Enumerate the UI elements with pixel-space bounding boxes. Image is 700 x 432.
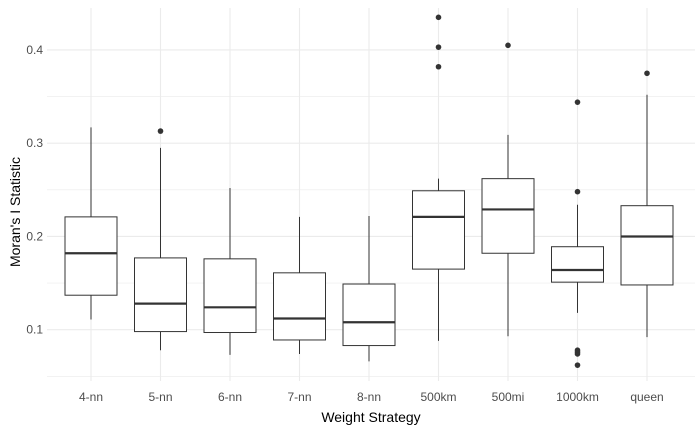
outlier-point xyxy=(574,99,581,105)
x-tick-label-5-nn: 5-nn xyxy=(148,390,172,404)
box-500mi xyxy=(481,42,535,337)
y-tick-label: 0.2 xyxy=(26,229,43,243)
x-tick-label-6-nn: 6-nn xyxy=(218,390,242,404)
box-body xyxy=(481,178,535,254)
x-tick-label-4-nn: 4-nn xyxy=(79,390,103,404)
box-queen xyxy=(620,70,674,338)
x-axis-title: Weight Strategy xyxy=(321,409,420,425)
box-5-nn xyxy=(134,128,187,351)
y-axis-title: Moran's I Statistic xyxy=(7,157,23,267)
outlier-point xyxy=(574,347,581,354)
x-tick-label-7-nn: 7-nn xyxy=(287,390,311,404)
outlier-point xyxy=(574,188,581,195)
y-tick-label: 0.4 xyxy=(26,43,43,57)
box-8-nn xyxy=(342,215,396,362)
y-tick-label: 0.1 xyxy=(26,323,43,337)
box-body xyxy=(273,272,326,341)
x-tick-label-500mi: 500mi xyxy=(492,390,525,404)
x-tick-label-8-nn: 8-nn xyxy=(357,390,381,404)
x-tick-label-500km: 500km xyxy=(420,390,456,404)
x-tick-label-queen: queen xyxy=(630,390,663,404)
box-4-nn xyxy=(64,127,118,320)
tick-labels: 0.1 0.2 0.3 0.4 4-nn 5-nn 6-nn 7-nn 8-nn 500km 500… xyxy=(26,43,663,404)
box-500km xyxy=(412,14,465,341)
box-body xyxy=(134,257,187,333)
box-body xyxy=(620,205,674,286)
x-tick-label-1000km: 1000km xyxy=(556,390,599,404)
box-body xyxy=(203,258,257,334)
y-tick-label: 0.3 xyxy=(26,136,43,150)
outlier-point xyxy=(505,42,511,49)
box-body xyxy=(64,216,118,296)
outlier-point xyxy=(574,362,581,368)
outlier-point xyxy=(644,70,650,77)
box-body xyxy=(412,190,465,270)
box-6-nn xyxy=(203,187,257,355)
outlier-point xyxy=(435,14,442,21)
box-body xyxy=(342,283,396,347)
outlier-point xyxy=(157,128,164,134)
box-body xyxy=(551,246,604,283)
outlier-point xyxy=(435,63,442,70)
outlier-point xyxy=(435,44,442,50)
box-1000km xyxy=(551,99,604,368)
box-7-nn xyxy=(273,216,326,354)
boxes xyxy=(64,14,674,368)
